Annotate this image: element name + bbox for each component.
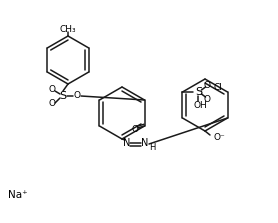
- Text: O⁻: O⁻: [213, 132, 225, 142]
- Text: Na⁺: Na⁺: [8, 190, 28, 200]
- Text: O: O: [48, 99, 56, 109]
- Text: S: S: [195, 87, 202, 97]
- Text: O: O: [48, 85, 56, 95]
- Text: CH₃: CH₃: [60, 25, 76, 33]
- Text: S: S: [59, 91, 66, 101]
- Text: O: O: [73, 91, 81, 101]
- Text: O: O: [204, 95, 211, 103]
- Text: N: N: [141, 138, 149, 148]
- Text: Cl: Cl: [214, 83, 222, 93]
- Text: O: O: [131, 124, 138, 134]
- Text: OH: OH: [193, 101, 207, 109]
- Text: N: N: [123, 138, 131, 148]
- Text: O: O: [204, 81, 211, 89]
- Text: H: H: [149, 142, 155, 151]
